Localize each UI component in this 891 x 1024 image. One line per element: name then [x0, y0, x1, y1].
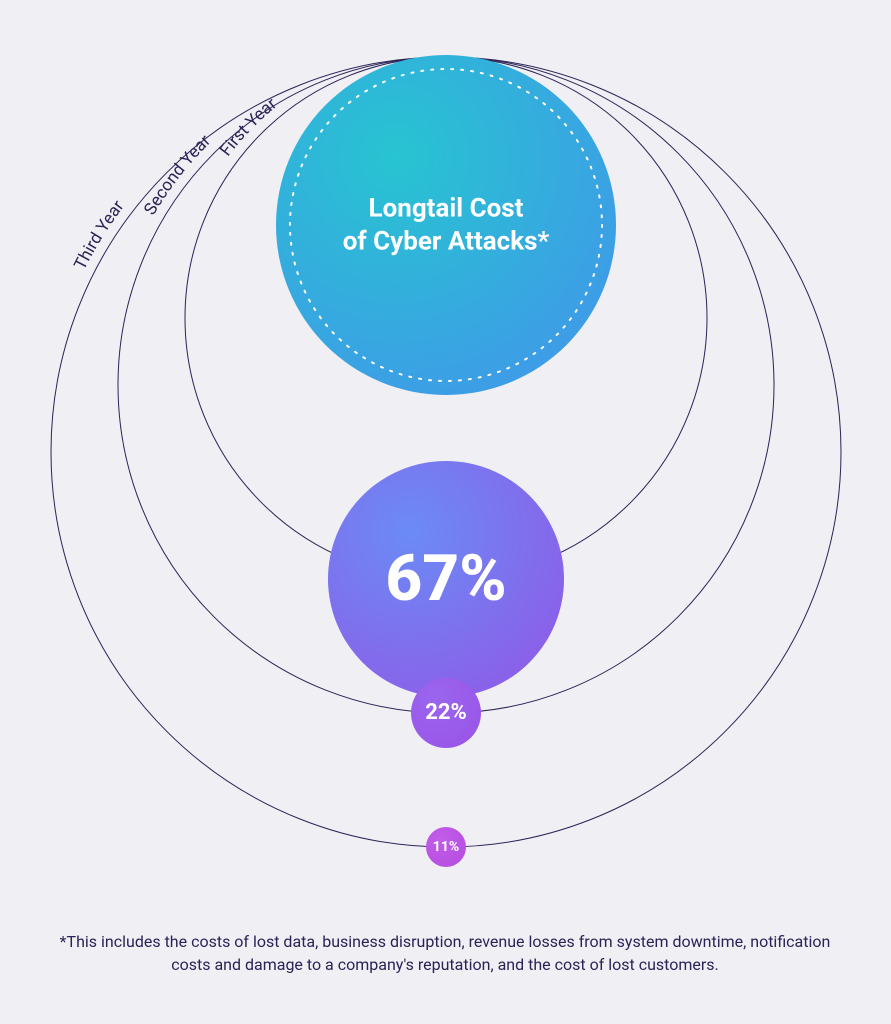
third-year-bubble-value: 11%	[426, 827, 466, 867]
title-text: Longtail Cost of Cyber Attacks*	[306, 193, 586, 258]
title-line1: Longtail Cost	[343, 193, 550, 226]
footnote: *This includes the costs of lost data, b…	[55, 930, 835, 976]
title-line2: of Cyber Attacks*	[343, 225, 550, 258]
first-year-bubble-value: 67%	[328, 461, 564, 697]
orbit-label-2: Second Year	[140, 131, 215, 219]
infographic-canvas: First YearSecond YearThird Year Longtail…	[0, 0, 891, 1024]
orbit-label-1: First Year	[216, 94, 281, 160]
second-year-bubble-value: 22%	[411, 678, 481, 748]
